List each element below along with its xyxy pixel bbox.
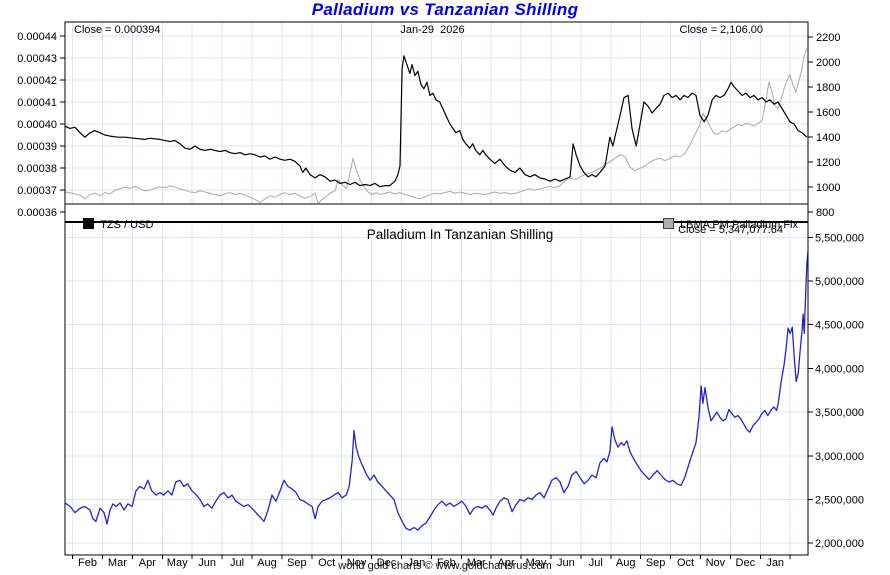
top-close-left-label: Close = 0.000394: [74, 24, 161, 36]
y-tick-label-palladium-tzs: 4,000,000: [815, 363, 864, 375]
y-tick-label-palladium-usd: 1600: [816, 107, 840, 119]
x-tick-label-month: Mar: [467, 557, 486, 569]
series-palladium-in-tzs: [65, 250, 808, 531]
x-tick-label-month: Oct: [318, 557, 335, 569]
series-tzs-usd: [65, 55, 808, 188]
bottom-close-label: Close = 5,347,077.64: [678, 224, 783, 236]
legend-palladium-fix-label: LBMA PM Palladium Fix: [680, 219, 798, 231]
chart-title: Palladium vs Tanzanian Shilling: [311, 0, 579, 19]
gridlines: [65, 22, 808, 555]
x-tick-label-month: May: [167, 557, 188, 569]
y-tick-label-tzs-usd: 0.00043: [17, 53, 57, 65]
y-tick-label-palladium-usd: 1000: [816, 182, 840, 194]
top-close-right-label: Close = 2,106.00: [679, 24, 763, 36]
y-tick-label-palladium-tzs: 3,000,000: [815, 451, 864, 463]
x-tick-label-month: Jun: [557, 557, 575, 569]
y-tick-label-palladium-tzs: 5,000,000: [815, 276, 864, 288]
y-tick-label-palladium-tzs: 4,500,000: [815, 320, 864, 332]
y-tick-label-palladium-tzs: 2,500,000: [815, 495, 864, 507]
x-tick-label-month: Mar: [108, 557, 127, 569]
y-tick-label-tzs-usd: 0.00038: [17, 163, 57, 175]
legend-tzs-usd: TZS / USD: [71, 206, 153, 243]
x-tick-label-month: Dec: [736, 557, 756, 569]
x-tick-label-month: Apr: [139, 557, 156, 569]
y-tick-label-tzs-usd: 0.00040: [17, 119, 57, 131]
bottom-panel-title: Palladium In Tanzanian Shilling: [366, 227, 554, 242]
x-tick-label-month: Jun: [198, 557, 216, 569]
x-tick-label-month: Nov: [706, 557, 726, 569]
series-lbma-pm-palladium-fix: [65, 48, 808, 204]
x-tick-label-month: Jul: [230, 557, 244, 569]
y-tick-label-palladium-usd: 1800: [816, 82, 840, 94]
x-tick-label-month: Jan: [408, 557, 426, 569]
y-tick-label-palladium-tzs: 2,000,000: [815, 538, 864, 550]
x-tick-label-month: Sep: [646, 557, 666, 569]
panel-borders: [64, 21, 809, 556]
y-tick-label-tzs-usd: 0.00037: [17, 185, 57, 197]
x-tick-label-month: Jul: [589, 557, 603, 569]
y-tick-label-tzs-usd: 0.00036: [17, 207, 57, 219]
x-tick-label-month: Jan: [766, 557, 784, 569]
x-tick-label-month: Apr: [498, 557, 515, 569]
y-tick-label-palladium-usd: 1200: [816, 157, 840, 169]
y-tick-label-palladium-tzs: 3,500,000: [815, 407, 864, 419]
y-tick-label-tzs-usd: 0.00039: [17, 141, 57, 153]
axis-tick-labels: 0.00044 0.00043 0.00042 0.00041 0.00040 0.000…: [17, 31, 864, 569]
y-tick-label-palladium-tzs: 5,500,000: [815, 232, 864, 244]
x-tick-label-month: Aug: [257, 557, 277, 569]
y-tick-label-tzs-usd: 0.00041: [17, 97, 57, 109]
footer-credit: world gold charts © www.goldchartsrus.co…: [338, 560, 552, 572]
x-tick-label-month: Sep: [287, 557, 307, 569]
y-tick-label-palladium-usd: 1400: [816, 132, 840, 144]
x-tick-label-month: May: [526, 557, 547, 569]
y-tick-label-palladium-usd: 2000: [816, 57, 840, 69]
x-tick-label-month: Nov: [347, 557, 367, 569]
y-tick-label-tzs-usd: 0.00042: [17, 75, 57, 87]
x-tick-label-month: Aug: [616, 557, 636, 569]
legend-tzs-usd-label: TZS / USD: [100, 219, 154, 231]
legend-palladium-fix: LBMA PM Palladium Fix: [651, 206, 798, 243]
axis-ticks: [60, 35, 813, 559]
y-tick-label-tzs-usd: 0.00044: [17, 31, 57, 43]
y-tick-label-palladium-usd: 2200: [816, 32, 840, 44]
top-date-label: Jan-29 2026: [400, 24, 465, 36]
y-tick-label-palladium-usd: 800: [816, 207, 834, 219]
palladium-fix-swatch-icon: [663, 218, 675, 229]
x-tick-label-month: Oct: [677, 557, 694, 569]
x-tick-label-month: Dec: [377, 557, 397, 569]
x-tick-label-month: Feb: [437, 557, 456, 569]
tzs-usd-swatch-icon: [83, 218, 95, 229]
x-tick-label-month: Feb: [78, 557, 97, 569]
